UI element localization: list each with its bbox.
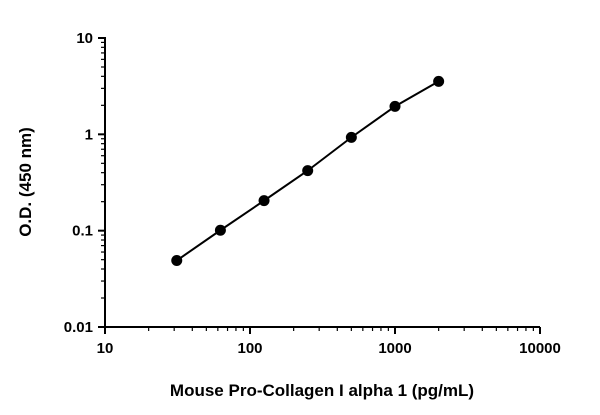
- data-point: [389, 100, 401, 112]
- data-point: [214, 224, 226, 236]
- data-point: [171, 255, 183, 267]
- data-point: [302, 165, 314, 177]
- y-tick-label: 1: [85, 126, 93, 143]
- x-tick-label: 10: [97, 340, 114, 357]
- x-tick-label: 1000: [378, 340, 411, 357]
- x-tick-label: 100: [237, 340, 262, 357]
- x-tick-label: 10000: [519, 340, 561, 357]
- data-point: [345, 131, 357, 143]
- y-tick-label: 0.01: [64, 319, 93, 336]
- data-point: [258, 195, 270, 207]
- y-axis-label: O.D. (450 nm): [16, 127, 35, 237]
- data-point: [433, 75, 445, 87]
- y-tick-label: 10: [76, 30, 93, 47]
- y-tick-label: 0.1: [72, 223, 93, 240]
- x-axis-label: Mouse Pro-Collagen I alpha 1 (pg/mL): [170, 381, 474, 400]
